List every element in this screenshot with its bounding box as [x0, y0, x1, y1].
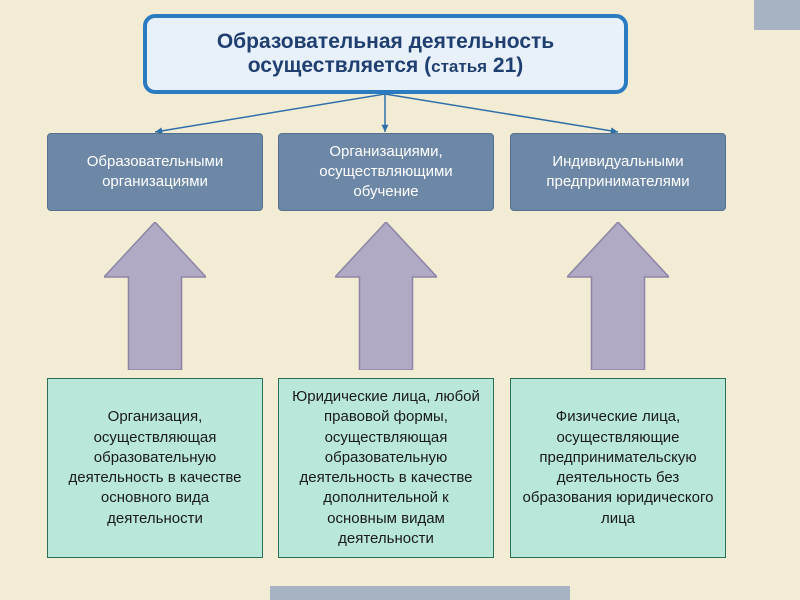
category-label: Образовательными организациями	[56, 152, 254, 193]
decorative-strip-top-right	[754, 0, 800, 30]
title-box: Образовательная деятельность осуществляе…	[143, 14, 628, 94]
category-box-educational-orgs: Образовательными организациями	[47, 133, 263, 211]
title-line2: осуществляется (статья 21)	[217, 54, 554, 78]
definition-box-educational-orgs: Организация, осуществляющая образователь…	[47, 378, 263, 558]
definition-text: Юридические лица, любой правовой формы, …	[287, 387, 485, 549]
decorative-strip-bottom	[270, 586, 570, 600]
definition-box-entrepreneurs: Физические лица, осуществляющие предприн…	[510, 378, 726, 558]
title-line1: Образовательная деятельность	[217, 30, 554, 54]
category-box-entrepreneurs: Индивидуальными предпринимателями	[510, 133, 726, 211]
definition-text: Физические лица, осуществляющие предприн…	[519, 407, 717, 529]
definition-text: Организация, осуществляющая образователь…	[56, 407, 254, 529]
category-label: Индивидуальными предпринимателями	[519, 152, 717, 193]
category-box-training-orgs: Организациями, осуществляющими обучение	[278, 133, 494, 211]
up-arrow-icon	[567, 222, 669, 370]
up-arrow-icon	[335, 222, 437, 370]
definition-box-training-orgs: Юридические лица, любой правовой формы, …	[278, 378, 494, 558]
category-label: Организациями, осуществляющими обучение	[287, 142, 485, 203]
up-arrow-icon	[104, 222, 206, 370]
